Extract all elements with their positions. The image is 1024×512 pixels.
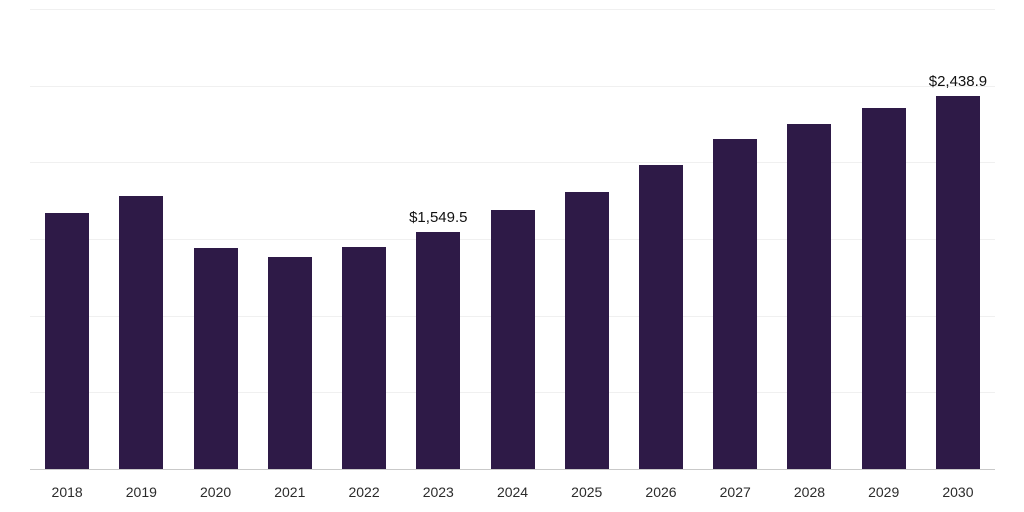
bar-2021 [267, 256, 312, 470]
bar-2026 [638, 164, 683, 470]
x-axis-label-2024: 2024 [496, 484, 529, 500]
gridline [30, 162, 995, 164]
bar-2019 [119, 195, 164, 470]
bar-value-label-2023: $1,549.5 [409, 209, 468, 227]
x-axis-label-2028: 2028 [793, 484, 826, 500]
bar-2028 [787, 124, 832, 470]
bar-slot-2024 [475, 10, 549, 470]
bar-slot-2029 [847, 10, 921, 470]
bar-2018 [45, 213, 90, 470]
bar-2023 [416, 232, 461, 470]
bar-slot-2023: $1,549.5 [401, 10, 475, 470]
bar-value-label-2030: $2,438.9 [928, 73, 988, 91]
x-axis-label-2022: 2022 [348, 484, 380, 500]
bar-slot-2026 [624, 10, 698, 470]
bar-slot-2021 [253, 10, 327, 470]
x-axis: 2018 2019 2020 2021 2022 2023 2024 2025 2026 2027… [30, 484, 995, 500]
gridline [30, 85, 995, 87]
bar-slot-2028 [772, 10, 846, 470]
x-axis-label-2020: 2020 [200, 484, 232, 500]
x-axis-label-2019: 2019 [125, 484, 157, 500]
x-axis-label-2023: 2023 [422, 484, 454, 500]
bar-slot-2020 [178, 10, 252, 470]
x-axis-label-2027: 2027 [719, 484, 751, 500]
x-axis-label-2018: 2018 [51, 484, 83, 500]
bar-slot-2019 [104, 10, 178, 470]
bar-2024 [490, 210, 535, 470]
bar-2025 [564, 191, 609, 470]
x-axis-label-2021: 2021 [274, 484, 306, 500]
bar-2030 [935, 96, 980, 470]
bars-container: $1,549.5 $2,438.9 [30, 10, 995, 470]
x-axis-label-2025: 2025 [571, 484, 603, 500]
bar-2029 [861, 108, 906, 470]
x-axis-label-2030: 2030 [942, 484, 974, 500]
x-axis-line [30, 469, 995, 470]
bar-2027 [713, 138, 758, 470]
x-axis-label-2026: 2026 [645, 484, 677, 500]
gridline [30, 9, 995, 10]
bar-slot-2027 [698, 10, 772, 470]
x-axis-label-2029: 2029 [868, 484, 900, 500]
bar-slot-2030: $2,438.9 [921, 10, 995, 470]
bar-2022 [342, 246, 387, 470]
bar-slot-2022 [327, 10, 401, 470]
bar-2020 [193, 247, 238, 470]
plot-area: $1,549.5 $2,438.9 [30, 9, 995, 470]
bar-slot-2025 [550, 10, 624, 470]
bar-slot-2018 [30, 10, 104, 470]
